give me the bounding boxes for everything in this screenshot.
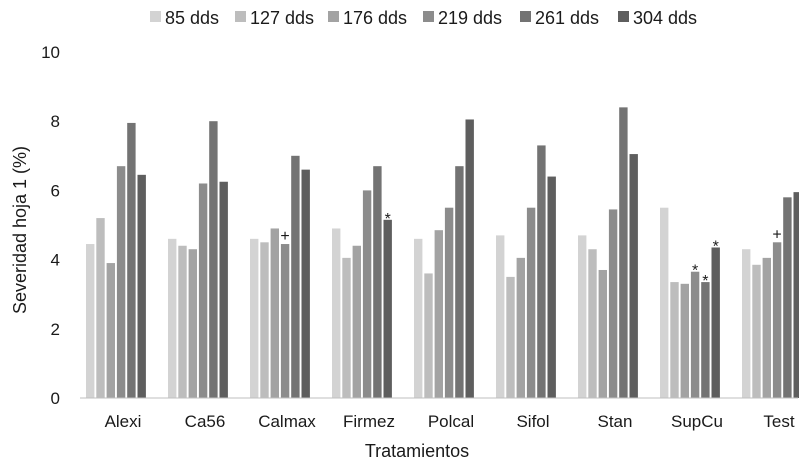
legend-label-304-dds: 304 dds: [633, 8, 697, 28]
legend-swatch-176-dds: [328, 11, 339, 22]
bar-polcal-85-dds: [414, 239, 422, 398]
y-tick-label: 8: [51, 112, 60, 131]
y-axis-title: Severidad hoja 1 (%): [10, 146, 30, 314]
bar-alexi-219-dds: [117, 166, 125, 398]
bar-firmez-261-dds: [373, 166, 381, 398]
bar-sifol-304-dds: [548, 177, 556, 398]
bar-polcal-127-dds: [424, 273, 432, 398]
bar-stan-261-dds: [619, 107, 627, 398]
legend-swatch-304-dds: [618, 11, 629, 22]
x-tick-label-ca56: Ca56: [185, 412, 226, 431]
bar-stan-176-dds: [599, 270, 607, 398]
bar-sifol-127-dds: [506, 277, 514, 398]
x-tick-label-polcal: Polcal: [428, 412, 474, 431]
bar-calmax-127-dds: [260, 242, 268, 398]
bar-test-304-dds: [794, 192, 799, 398]
bar-ca56-219-dds: [199, 183, 207, 398]
bar-test-261-dds: [783, 197, 791, 398]
legend-swatch-261-dds: [520, 11, 531, 22]
y-axis: 0 2 4 6 8 10: [41, 43, 60, 408]
bar-supcu-176-dds: [681, 284, 689, 398]
bar-calmax-261-dds: [291, 156, 299, 398]
y-tick-label: 10: [41, 43, 60, 62]
legend-swatch-219-dds: [423, 11, 434, 22]
legend-label-219-dds: 219 dds: [438, 8, 502, 28]
annotation-supcu-261-dds: *: [702, 273, 708, 290]
legend-label-261-dds: 261 dds: [535, 8, 599, 28]
bar-test-127-dds: [752, 265, 760, 398]
bar-polcal-219-dds: [445, 208, 453, 398]
annotation-test-219-dds: +: [772, 226, 781, 243]
bar-alexi-304-dds: [138, 175, 146, 398]
x-tick-label-calmax: Calmax: [258, 412, 316, 431]
annotation-supcu-219-dds: *: [692, 263, 698, 280]
bar-firmez-176-dds: [353, 246, 361, 398]
x-axis: Alexi Ca56 Calmax Firmez Polcal Sifol Stan SupC…: [80, 398, 798, 431]
x-tick-label-sifol: Sifol: [516, 412, 549, 431]
bar-supcu-127-dds: [670, 282, 678, 398]
bar-sifol-85-dds: [496, 235, 504, 398]
y-tick-label: 6: [51, 181, 60, 200]
bar-supcu-261-dds: [701, 282, 709, 398]
bar-ca56-85-dds: [168, 239, 176, 398]
bar-polcal-176-dds: [435, 230, 443, 398]
bar-firmez-127-dds: [342, 258, 350, 398]
legend: 85 dds 127 dds 176 dds 219 dds 261 dds 304 dd…: [150, 8, 697, 28]
bar-stan-219-dds: [609, 209, 617, 398]
bar-calmax-85-dds: [250, 239, 258, 398]
x-tick-label-stan: Stan: [598, 412, 633, 431]
bar-stan-304-dds: [630, 154, 638, 398]
legend-swatch-127-dds: [235, 11, 246, 22]
bar-calmax-176-dds: [271, 228, 279, 398]
bar-alexi-261-dds: [127, 123, 135, 398]
bar-sifol-176-dds: [517, 258, 525, 398]
x-tick-label-alexi: Alexi: [105, 412, 142, 431]
annotation-supcu-304-dds: *: [713, 238, 719, 255]
bar-calmax-219-dds: [281, 244, 289, 398]
legend-swatch-85-dds: [150, 11, 161, 22]
bar-firmez-219-dds: [363, 190, 371, 398]
legend-label-85-dds: 85 dds: [165, 8, 219, 28]
bar-supcu-219-dds: [691, 272, 699, 398]
annotation-firmez-304-dds: *: [385, 211, 391, 228]
bar-ca56-176-dds: [189, 249, 197, 398]
bar-polcal-261-dds: [455, 166, 463, 398]
bar-alexi-176-dds: [107, 263, 115, 398]
x-tick-label-firmez: Firmez: [343, 412, 395, 431]
x-axis-title: Tratamientos: [365, 441, 469, 461]
legend-label-127-dds: 127 dds: [250, 8, 314, 28]
bar-stan-127-dds: [588, 249, 596, 398]
bar-supcu-85-dds: [660, 208, 668, 398]
y-tick-label: 4: [51, 251, 60, 270]
bar-test-85-dds: [742, 249, 750, 398]
y-tick-label: 2: [51, 320, 60, 339]
legend-label-176-dds: 176 dds: [343, 8, 407, 28]
bar-test-219-dds: [773, 242, 781, 398]
bar-sifol-261-dds: [537, 145, 545, 398]
bar-ca56-304-dds: [220, 182, 228, 398]
x-tick-label-supcu: SupCu: [671, 412, 723, 431]
bar-sifol-219-dds: [527, 208, 535, 398]
bar-alexi-85-dds: [86, 244, 94, 398]
bar-alexi-127-dds: [96, 218, 104, 398]
bar-test-176-dds: [763, 258, 771, 398]
bars-group: [86, 107, 799, 398]
bar-firmez-85-dds: [332, 228, 340, 398]
annotation-calmax-219-dds: +: [280, 228, 289, 245]
y-tick-label: 0: [51, 389, 60, 408]
bar-calmax-304-dds: [302, 170, 310, 398]
x-tick-label-test: Test: [763, 412, 794, 431]
bar-polcal-304-dds: [466, 119, 474, 398]
bar-ca56-261-dds: [209, 121, 217, 398]
bar-supcu-304-dds: [712, 247, 720, 398]
bar-firmez-304-dds: [384, 220, 392, 398]
bar-ca56-127-dds: [178, 246, 186, 398]
bar-stan-85-dds: [578, 235, 586, 398]
